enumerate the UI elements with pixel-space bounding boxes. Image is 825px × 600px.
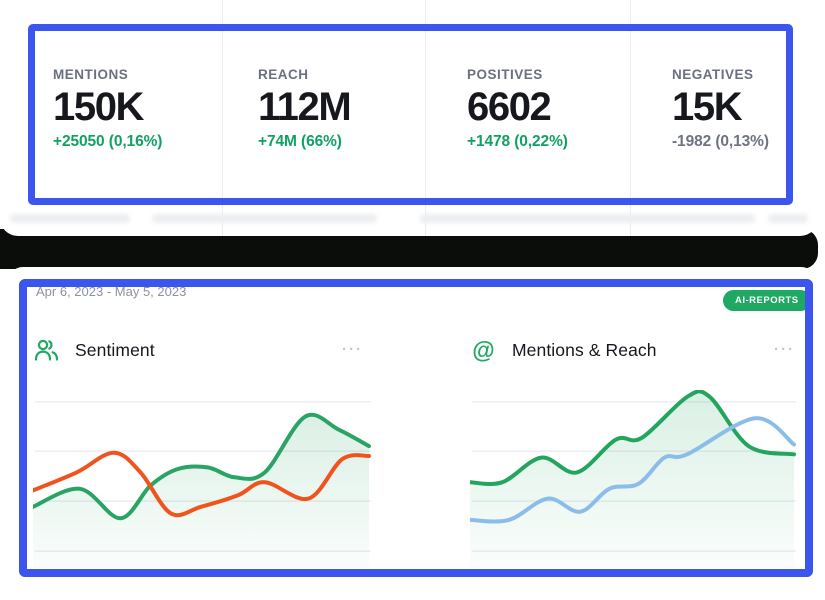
stat-negatives: NEGATIVES 15K -1982 (0,13%) xyxy=(672,67,769,151)
stat-label: REACH xyxy=(258,67,309,82)
stat-label: NEGATIVES xyxy=(672,67,754,82)
stat-delta: +25050 (0,16%) xyxy=(53,133,163,150)
column-divider xyxy=(222,0,223,236)
stat-value: 6602 xyxy=(467,85,552,129)
sentiment-header: Sentiment xyxy=(33,337,155,364)
sentiment-menu-button[interactable]: ··· xyxy=(342,341,363,358)
blurred-row xyxy=(152,214,377,223)
blurred-row xyxy=(10,214,130,223)
ai-reports-badge[interactable]: AI-REPORTS xyxy=(723,290,811,311)
reports-card: Apr 6, 2023 - May 5, 2023 AI-REPORTS Sen… xyxy=(7,267,817,600)
stat-reach: REACH 112M +74M (66%) xyxy=(258,67,352,151)
stat-value: 150K xyxy=(53,85,144,129)
stat-delta: +74M (66%) xyxy=(258,133,342,150)
date-range: Apr 6, 2023 - May 5, 2023 xyxy=(36,284,187,299)
chart-title-mentions-reach: Mentions & Reach xyxy=(512,340,657,360)
stat-label: MENTIONS xyxy=(53,67,129,82)
stat-delta: +1478 (0,22%) xyxy=(467,133,568,150)
users-icon xyxy=(33,337,60,364)
column-divider xyxy=(425,0,426,236)
stat-mentions: MENTIONS 150K +25050 (0,16%) xyxy=(53,67,162,151)
stat-positives: POSITIVES 6602 +1478 (0,22%) xyxy=(467,67,568,151)
column-divider xyxy=(630,0,631,236)
blurred-row xyxy=(420,214,755,223)
sentiment-chart xyxy=(31,390,373,573)
stat-value: 15K xyxy=(672,85,743,129)
stat-delta: -1982 (0,13%) xyxy=(672,133,769,150)
mentions-reach-chart xyxy=(468,389,798,573)
stat-value: 112M xyxy=(258,85,352,129)
at-icon: @ xyxy=(472,337,495,363)
mentions-reach-header: @ Mentions & Reach xyxy=(470,337,657,364)
blurred-row xyxy=(768,214,808,223)
chart-title-sentiment: Sentiment xyxy=(75,340,155,360)
stats-card: MENTIONS 150K +25050 (0,16%) REACH 112M … xyxy=(0,0,818,236)
stat-label: POSITIVES xyxy=(467,67,543,82)
annotation-box-stats xyxy=(28,24,793,205)
annotation-box-reports xyxy=(19,279,813,577)
mentions-reach-menu-button[interactable]: ··· xyxy=(774,341,795,358)
